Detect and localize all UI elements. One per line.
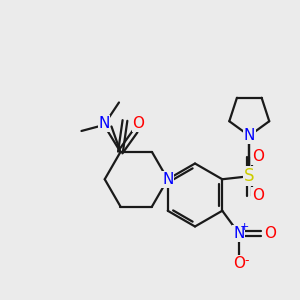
Text: O: O: [252, 188, 264, 203]
Text: N: N: [162, 172, 173, 187]
Text: N: N: [98, 116, 110, 131]
Text: O: O: [133, 116, 145, 131]
Text: O: O: [233, 256, 245, 271]
Text: O: O: [264, 226, 276, 241]
Text: O: O: [252, 149, 264, 164]
Text: N: N: [233, 226, 244, 241]
Text: S: S: [244, 167, 254, 185]
Text: -: -: [244, 254, 248, 267]
Text: +: +: [239, 222, 249, 232]
Text: N: N: [244, 128, 255, 143]
